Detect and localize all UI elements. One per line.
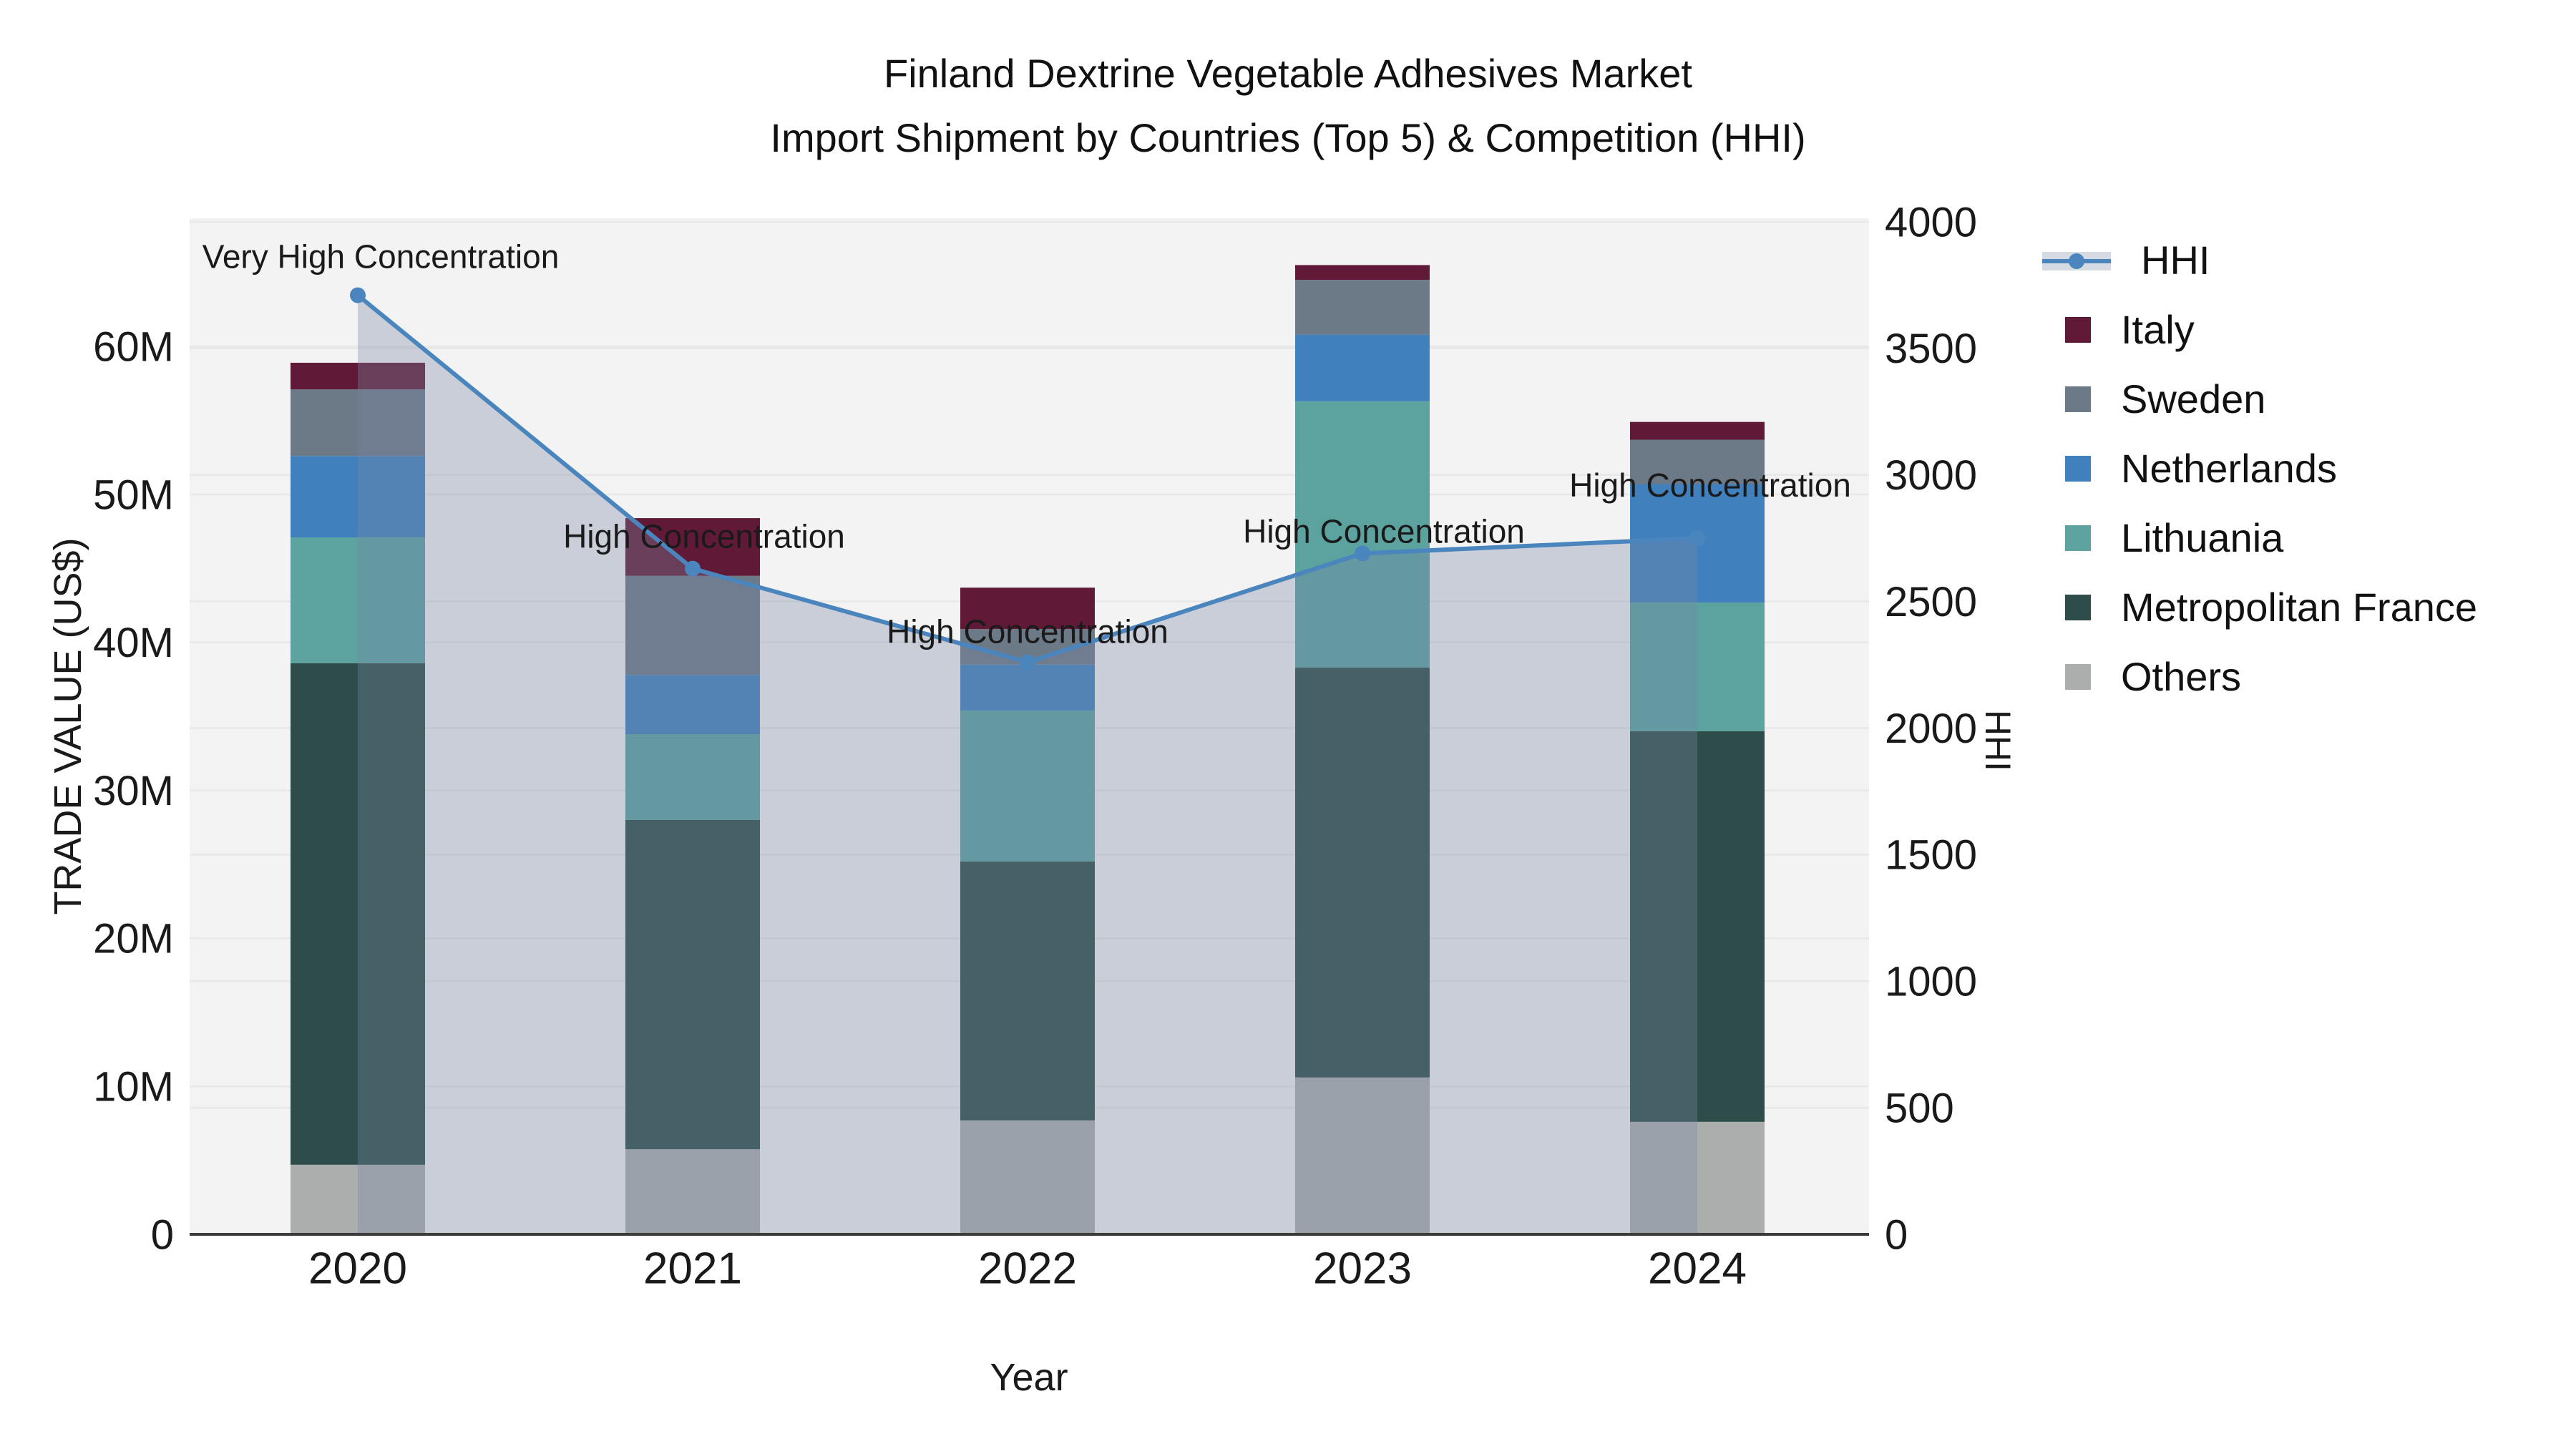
bar-segment-netherlands: [625, 675, 760, 735]
color-swatch-icon: [2065, 525, 2091, 551]
bar-segment-others: [960, 1120, 1095, 1234]
y-axis-tick-label: 30M: [93, 768, 174, 814]
bar-segment-netherlands: [291, 456, 425, 537]
bar-segment-others: [625, 1149, 760, 1234]
legend: HHI Italy Sweden Netherlands Lithuania M…: [2042, 225, 2477, 711]
bar-segment-italy: [960, 587, 1095, 630]
legend-label: Lithuania: [2121, 515, 2284, 560]
bar-segment-italy: [1630, 421, 1765, 440]
y-axis-tick-label: 40M: [93, 620, 174, 666]
bar-segment-italy: [291, 362, 425, 390]
color-swatch-icon: [2065, 386, 2091, 412]
hhi-area-fill: [358, 295, 1697, 1234]
y-axis-tick-label: 10M: [93, 1064, 174, 1111]
legend-label: Metropolitan France: [2121, 585, 2478, 630]
bar-segment-netherlands: [1295, 334, 1430, 401]
legend-label: Italy: [2121, 307, 2195, 352]
annotation-label: High Concentration: [563, 518, 845, 555]
legend-item-italy[interactable]: Italy: [2042, 295, 2477, 364]
hhi-line-swatch-icon: [2042, 248, 2111, 273]
x-axis-tick-label: 2020: [308, 1244, 407, 1294]
legend-item-lithuania[interactable]: Lithuania: [2042, 503, 2477, 572]
x-axis-tick-label: 2024: [1648, 1244, 1747, 1294]
y-axis-title: TRADE VALUE (US$): [47, 537, 89, 915]
y-axis-tick-label: 20M: [93, 916, 174, 962]
annotation-label: High Concentration: [1569, 467, 1851, 504]
y2-axis-tick-label: 500: [1885, 1085, 1954, 1131]
color-swatch-icon: [2065, 663, 2091, 690]
hhi-marker: [685, 560, 701, 577]
bar-segment-sweden: [1295, 280, 1430, 335]
legend-item-hhi[interactable]: HHI: [2042, 225, 2477, 295]
legend-item-metropolitan-france[interactable]: Metropolitan France: [2042, 572, 2477, 642]
annotation-label: Very High Concentration: [203, 238, 560, 275]
y2-axis-tick-label: 0: [1885, 1211, 1908, 1258]
bar-segment-sweden: [291, 389, 425, 457]
hhi-marker: [350, 287, 366, 303]
bar-segment-metropolitan-france: [960, 861, 1095, 1121]
y-axis-tick-label: 60M: [93, 324, 174, 371]
x-axis-tick-label: 2021: [643, 1244, 742, 1294]
bar-segment-metropolitan-france: [1630, 731, 1765, 1122]
bar-segment-sweden: [625, 575, 760, 675]
legend-label: Netherlands: [2121, 446, 2337, 491]
y2-axis-tick-label: 3500: [1885, 326, 1977, 372]
y2-axis-tick-label: 3000: [1885, 452, 1977, 499]
color-swatch-icon: [2065, 594, 2091, 620]
bar-segment-italy: [1295, 265, 1430, 280]
annotation-label: High Concentration: [1243, 512, 1525, 550]
y2-axis-tick-label: 2500: [1885, 579, 1977, 625]
bar-segment-lithuania: [960, 710, 1095, 862]
x-axis-title: Year: [990, 1356, 1068, 1399]
color-swatch-icon: [2065, 455, 2091, 482]
bar-segment-lithuania: [625, 734, 760, 820]
bar-segment-lithuania: [1295, 401, 1430, 668]
bar-segment-lithuania: [291, 537, 425, 663]
bar-segment-others: [1630, 1121, 1765, 1234]
legend-label: Sweden: [2121, 376, 2266, 421]
bar-segment-lithuania: [1630, 602, 1765, 731]
hhi-marker: [1020, 654, 1035, 670]
hhi-marker: [1355, 545, 1370, 562]
bar-segment-netherlands: [960, 664, 1095, 711]
x-axis-tick-label: 2023: [1313, 1244, 1412, 1294]
annotation-label: High Concentration: [887, 613, 1169, 650]
bar-segment-others: [1295, 1077, 1430, 1234]
y2-axis-tick-label: 2000: [1885, 706, 1977, 752]
y-axis-tick-label: 0: [151, 1211, 174, 1258]
hhi-marker: [1689, 530, 1705, 547]
chart-title-line1: Finland Dextrine Vegetable Adhesives Mar…: [884, 51, 1692, 96]
legend-label: Others: [2121, 654, 2242, 699]
y2-axis-tick-label: 4000: [1885, 199, 1977, 245]
y2-axis-tick-label: 1000: [1885, 959, 1977, 1005]
legend-label: HHI: [2141, 238, 2210, 283]
chart-title: Finland Dextrine Vegetable Adhesives Mar…: [0, 42, 2576, 170]
x-axis-tick-label: 2022: [978, 1244, 1077, 1294]
chart-title-line2: Import Shipment by Countries (Top 5) & C…: [770, 115, 1806, 160]
bar-segment-metropolitan-france: [625, 819, 760, 1150]
legend-item-others[interactable]: Others: [2042, 642, 2477, 711]
bar-segment-sweden: [1630, 439, 1765, 484]
y2-axis-title: HHI: [1978, 709, 2018, 772]
color-swatch-icon: [2065, 316, 2091, 343]
y-axis-tick-label: 50M: [93, 472, 174, 518]
bar-segment-metropolitan-france: [291, 663, 425, 1165]
bar-segment-metropolitan-france: [1295, 667, 1430, 1078]
legend-item-netherlands[interactable]: Netherlands: [2042, 434, 2477, 503]
legend-item-sweden[interactable]: Sweden: [2042, 364, 2477, 434]
bar-segment-others: [291, 1164, 425, 1234]
y2-axis-tick-label: 1500: [1885, 832, 1977, 879]
